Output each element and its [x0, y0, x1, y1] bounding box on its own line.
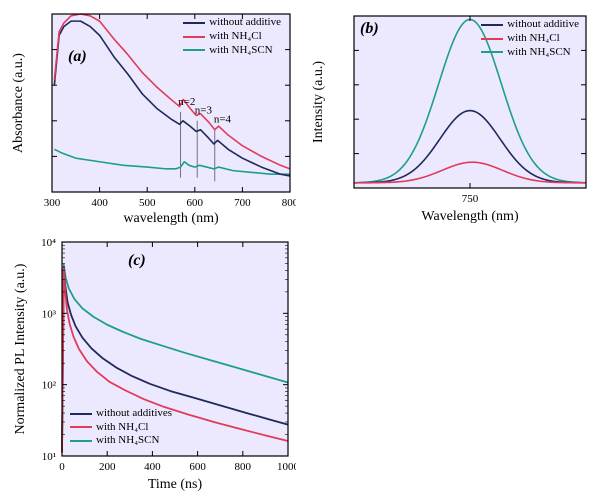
svg-text:700: 700	[234, 197, 251, 209]
legend-label-s2-b: with NH₄Cl	[507, 32, 559, 46]
panel-b-label: (b)	[360, 20, 379, 38]
svg-text:10⁴: 10⁴	[41, 237, 56, 249]
svg-text:800: 800	[282, 197, 296, 209]
panel-c: 0 200 400 600 800 1000 10¹ 10² 10³ 10⁴ Time (ns) No…	[8, 234, 296, 496]
svg-text:10³: 10³	[42, 308, 57, 320]
svg-text:wavelength (nm): wavelength (nm)	[123, 211, 219, 226]
figure-grid: 300 400 500 600 700 800 wavelength (nm) Absorba…	[8, 8, 594, 496]
svg-text:300: 300	[44, 197, 61, 209]
legend-label-s1: without additive	[209, 16, 281, 30]
legend-swatch-s2-b	[481, 38, 503, 40]
svg-text:800: 800	[235, 461, 252, 473]
legend-label-s1-b: without additive	[507, 18, 579, 32]
svg-text:750: 750	[462, 193, 479, 205]
svg-text:Wavelength (nm): Wavelength (nm)	[421, 209, 519, 224]
legend-swatch-s2	[183, 36, 205, 38]
legend-swatch-s3-c	[70, 440, 92, 442]
panel-a: 300 400 500 600 700 800 wavelength (nm) Absorba…	[8, 8, 296, 228]
svg-text:1000: 1000	[277, 461, 296, 473]
svg-text:0: 0	[59, 461, 65, 473]
svg-text:400: 400	[144, 461, 161, 473]
panel-c-label: (c)	[128, 252, 146, 270]
panel-c-svg: 0 200 400 600 800 1000 10¹ 10² 10³ 10⁴ Time (ns) No…	[8, 234, 296, 496]
panel-b: 750 Wavelength (nm) Intensity (a.u.) (b) w…	[306, 8, 594, 228]
legend-swatch-s1-b	[481, 24, 503, 26]
svg-text:n=2: n=2	[178, 96, 195, 108]
svg-text:10¹: 10¹	[42, 451, 56, 463]
legend-swatch-s2-c	[70, 426, 92, 428]
svg-text:n=3: n=3	[195, 105, 213, 117]
legend-swatch-s1	[183, 22, 205, 24]
panel-a-label: (a)	[68, 48, 87, 66]
legend-swatch-s3	[183, 49, 205, 51]
svg-text:10²: 10²	[42, 380, 57, 392]
svg-text:Normalized PL Intensity (a.u.): Normalized PL Intensity (a.u.)	[13, 263, 28, 434]
panel-a-legend: without additive with NH₄Cl with NH₄SCN	[183, 16, 281, 57]
legend-label-s1-c: without additives	[96, 407, 172, 421]
legend-label-s2-c: with NH₄Cl	[96, 421, 148, 435]
svg-text:Time (ns): Time (ns)	[148, 477, 203, 492]
legend-swatch-s1-c	[70, 413, 92, 415]
svg-text:200: 200	[99, 461, 116, 473]
legend-label-s3: with NH₄SCN	[209, 44, 272, 58]
legend-label-s2: with NH₄Cl	[209, 30, 261, 44]
svg-text:600: 600	[189, 461, 206, 473]
svg-text:Intensity (a.u.): Intensity (a.u.)	[311, 61, 326, 143]
legend-swatch-s3-b	[481, 51, 503, 53]
legend-label-s3-b: with NH₄SCN	[507, 46, 570, 60]
panel-c-legend: without additives with NH₄Cl with NH₄SCN	[70, 407, 172, 448]
svg-text:400: 400	[91, 197, 108, 209]
svg-text:600: 600	[187, 197, 204, 209]
svg-text:Absorbance (a.u.): Absorbance (a.u.)	[11, 53, 26, 153]
panel-b-legend: without additive with NH₄Cl with NH₄SCN	[481, 18, 579, 59]
svg-text:500: 500	[139, 197, 156, 209]
svg-text:n=4: n=4	[214, 114, 232, 126]
legend-label-s3-c: with NH₄SCN	[96, 434, 159, 448]
